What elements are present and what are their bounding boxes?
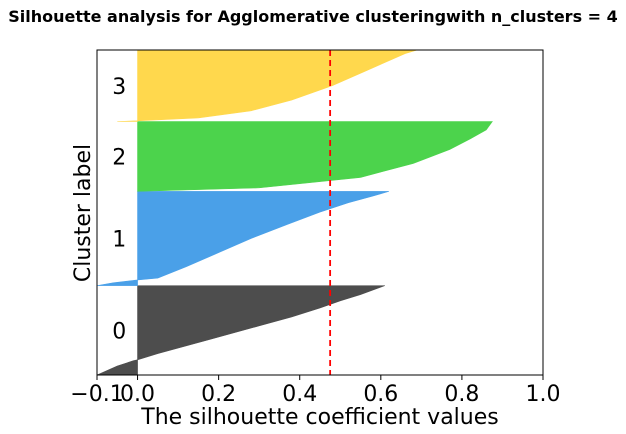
cluster-labels: 0 1 2 3 bbox=[112, 75, 126, 345]
x-axis-label: The silhouette coefficient values bbox=[140, 405, 498, 430]
x-tick-label: 0.2 bbox=[201, 382, 236, 407]
chart-title: Silhouette analysis for Agglomerative cl… bbox=[8, 7, 618, 26]
x-tick-label: 0.4 bbox=[282, 382, 317, 407]
cluster-0-silhouette bbox=[96, 285, 385, 376]
cluster-3-silhouette bbox=[117, 49, 418, 122]
x-tick-label: 1.0 bbox=[526, 382, 561, 407]
cluster-label-2: 2 bbox=[112, 145, 126, 170]
cluster-2-silhouette bbox=[137, 121, 493, 192]
cluster-label-1: 1 bbox=[112, 228, 126, 253]
cluster-label-3: 3 bbox=[112, 75, 126, 100]
x-tick-label: 0.8 bbox=[444, 382, 479, 407]
y-axis-label: Cluster label bbox=[71, 144, 96, 282]
cluster-1-silhouette bbox=[96, 191, 390, 286]
cluster-label-0: 0 bbox=[112, 319, 126, 344]
x-tick-label: 0.6 bbox=[363, 382, 398, 407]
silhouette-clusters bbox=[96, 49, 493, 376]
plot-frame bbox=[96, 49, 544, 376]
x-tick-label: 0.0 bbox=[120, 382, 155, 407]
x-tick-label: −0.1 bbox=[70, 382, 123, 407]
x-axis-ticks: −0.10.0 0.2 0.4 0.6 0.8 1.0 bbox=[70, 375, 561, 407]
